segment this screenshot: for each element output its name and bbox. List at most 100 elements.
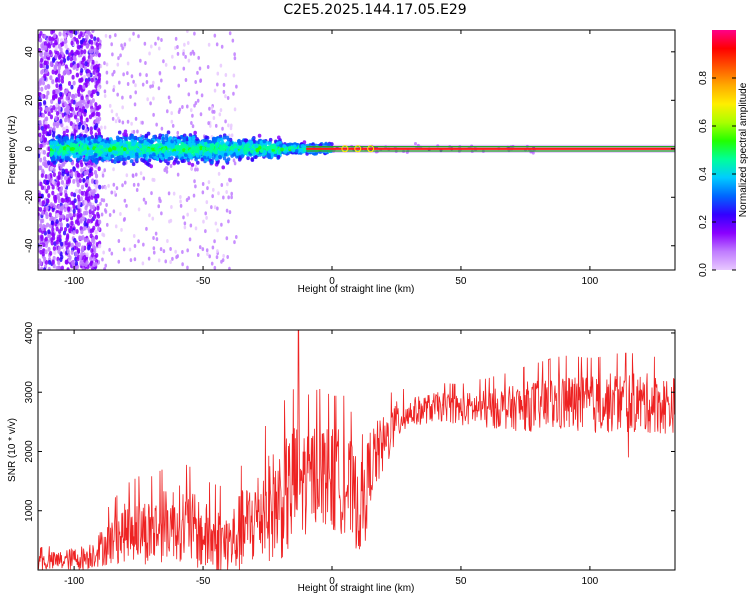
spectrogram-cell xyxy=(194,167,197,172)
spectrogram-cell xyxy=(164,62,168,67)
x-tick-label: -50 xyxy=(196,576,211,587)
spectrogram-cell xyxy=(44,124,48,130)
spectrogram-cell xyxy=(91,30,95,34)
spectrogram-cell xyxy=(184,77,188,82)
spectrogram-cell xyxy=(60,254,64,260)
spectrogram-cell xyxy=(85,44,89,49)
spectrogram-cell xyxy=(86,68,90,74)
spectrogram-cell xyxy=(133,102,137,107)
spectrogram-cell xyxy=(59,210,63,216)
spectrogram-cell xyxy=(72,230,76,235)
spectrogram-cell xyxy=(151,216,155,221)
spectrogram-cell xyxy=(171,143,176,148)
spectrogram-cell xyxy=(90,195,94,200)
spectrogram-cell xyxy=(82,84,86,90)
spectrogram-cell xyxy=(70,138,74,143)
spectrogram-cell xyxy=(137,142,142,147)
spectrogram-cell xyxy=(51,69,55,75)
spectrogram-cell xyxy=(72,80,76,86)
spectrogram-cell xyxy=(226,137,231,142)
spectrogram-cell xyxy=(129,94,132,99)
spectrogram-cell xyxy=(134,83,137,88)
spectrogram-cell xyxy=(44,236,48,242)
spectrogram-cell xyxy=(83,144,87,149)
spectrogram-cell xyxy=(72,167,76,172)
colorbar-gradient xyxy=(712,30,736,270)
spectrogram-cell xyxy=(73,266,78,270)
spectrogram-cell xyxy=(124,132,128,137)
spectrogram-cell xyxy=(70,49,74,55)
spectrogram-cell xyxy=(71,74,75,80)
spectrogram-cell xyxy=(112,182,116,187)
spectrogram-cell xyxy=(187,92,191,97)
spectrogram-cell xyxy=(70,242,74,248)
spectrogram-cell xyxy=(46,179,50,185)
spectrogram-cell xyxy=(154,146,158,151)
spectrogram-cell xyxy=(79,77,83,83)
spectrogram-cell xyxy=(98,45,102,50)
spectrogram-cell xyxy=(217,171,221,176)
spectrogram-cell xyxy=(176,130,180,135)
spectrogram-cell xyxy=(232,91,235,96)
spectrogram-cell xyxy=(130,133,135,138)
spectrogram-cell xyxy=(62,126,66,132)
spectrogram-cell xyxy=(228,178,232,183)
spectrogram-cell xyxy=(246,156,250,161)
spectrogram-cell xyxy=(44,260,49,265)
spectrogram-cell xyxy=(126,61,130,66)
spectrogram-cell xyxy=(219,108,223,113)
spectrogram-cell xyxy=(205,248,209,253)
spectrogram-cell xyxy=(215,255,219,260)
spectrogram-cell xyxy=(114,224,118,229)
spectrogram-cell xyxy=(57,204,61,210)
spectrogram-cell xyxy=(47,175,51,181)
spectrogram-cell xyxy=(221,165,226,170)
spectrogram-cell xyxy=(105,70,109,75)
spectrogram-cell xyxy=(126,144,131,149)
spectrogram-cell xyxy=(92,256,96,262)
spectrogram-cell xyxy=(94,102,98,107)
spectrogram-cell xyxy=(97,226,101,232)
spectrogram-cell xyxy=(38,207,43,212)
spectrogram-cell xyxy=(184,149,189,154)
spectrogram-cell xyxy=(103,267,107,270)
spectrogram-cell xyxy=(183,153,188,158)
spectrogram-cell xyxy=(199,112,203,117)
spectrogram-cell xyxy=(70,249,74,255)
spectrogram-cell xyxy=(103,89,107,94)
spectrogram-cell xyxy=(71,200,75,206)
spectrogram-cell xyxy=(225,190,228,195)
spectrogram-cell xyxy=(211,187,215,192)
spectrogram-cell xyxy=(193,103,196,108)
spectrogram-cell xyxy=(117,56,120,61)
spectrogram-cell xyxy=(80,190,84,196)
spectrogram-cell xyxy=(112,146,117,151)
spectrogram-cell xyxy=(40,93,44,99)
spectrogram-cell xyxy=(90,218,94,223)
spectrogram-cell xyxy=(179,149,183,154)
spectrogram-cell xyxy=(187,196,191,201)
spectrogram-cell xyxy=(50,108,54,113)
y-tick-label: 2000 xyxy=(24,440,35,463)
spectrogram-cell xyxy=(76,44,81,50)
spectrogram-cell xyxy=(116,157,120,162)
spectrogram-cell xyxy=(67,81,72,86)
spectrogram-cell xyxy=(94,234,99,240)
spectrogram-cell xyxy=(176,172,180,177)
spectrogram-cell xyxy=(235,152,239,157)
spectrogram-cell xyxy=(152,152,156,157)
spectrogram-cell xyxy=(216,138,221,143)
spectrogram-cell xyxy=(48,49,52,55)
spectrogram-cell xyxy=(273,153,278,158)
spectrogram-cell xyxy=(46,90,50,96)
spectrogram-cell xyxy=(103,144,107,149)
spectrogram-cell xyxy=(176,160,180,165)
spectrogram-cell xyxy=(64,64,68,70)
spectrogram-cell xyxy=(97,137,102,142)
spectrogram-cell xyxy=(60,78,65,84)
spectrogram-cell xyxy=(164,133,169,138)
colorbar-tick-label: 0.0 xyxy=(698,263,709,277)
spectrogram-cell xyxy=(227,123,230,128)
spectrogram-cell xyxy=(195,153,200,158)
spectrogram-cell xyxy=(38,132,42,138)
